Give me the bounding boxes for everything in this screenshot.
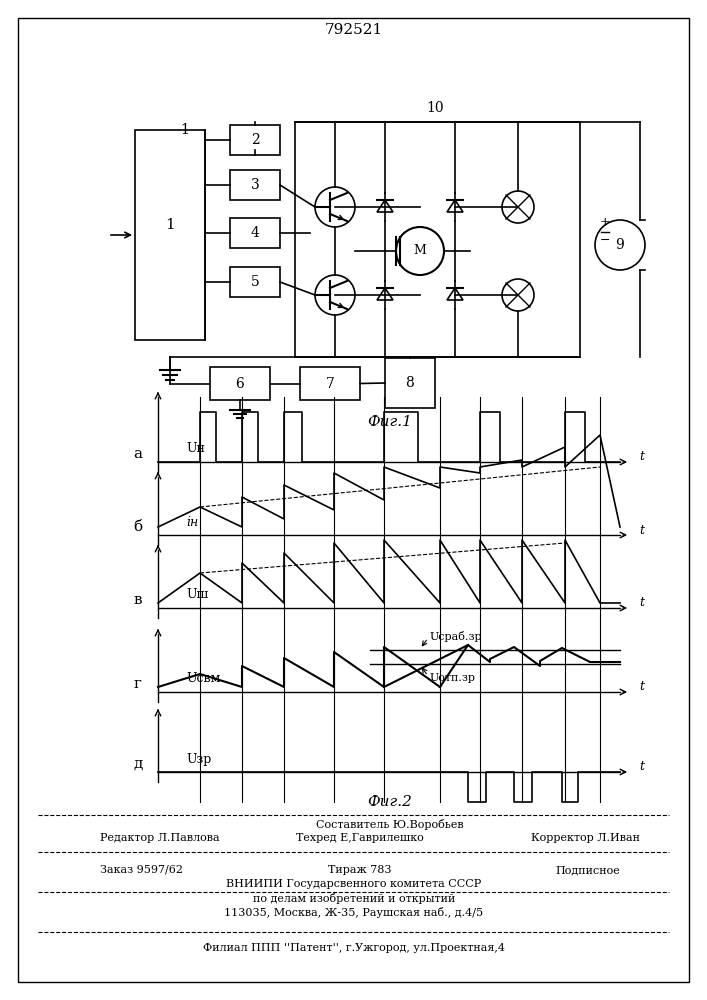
Text: Редактор Л.Павлова: Редактор Л.Павлова xyxy=(100,833,220,843)
Text: Uотп.зр: Uотп.зр xyxy=(430,673,476,683)
Text: 1: 1 xyxy=(180,123,189,137)
Text: Составитель Ю.Воробьев: Составитель Ю.Воробьев xyxy=(316,820,464,830)
Text: 1: 1 xyxy=(165,218,175,232)
Text: Uш: Uш xyxy=(186,588,209,601)
Text: г: г xyxy=(134,677,142,691)
Text: 8: 8 xyxy=(406,376,414,390)
Text: t: t xyxy=(640,680,645,694)
Text: M: M xyxy=(414,244,426,257)
Text: t: t xyxy=(640,760,645,774)
Text: t: t xyxy=(640,524,645,536)
Text: Uсраб.зр: Uсраб.зр xyxy=(430,631,483,642)
Text: t: t xyxy=(640,596,645,609)
Text: iн: iн xyxy=(186,516,198,528)
Text: t: t xyxy=(640,450,645,464)
Text: 10: 10 xyxy=(426,101,444,115)
Text: д: д xyxy=(134,757,143,771)
Text: Тираж 783: Тираж 783 xyxy=(328,865,392,875)
Text: Фиг.1: Фиг.1 xyxy=(368,415,412,429)
Text: Подписное: Подписное xyxy=(555,865,620,875)
Text: 3: 3 xyxy=(250,178,259,192)
Text: в: в xyxy=(134,593,142,607)
Text: 2: 2 xyxy=(250,133,259,147)
Text: 4: 4 xyxy=(250,226,259,240)
Text: Uзр: Uзр xyxy=(186,752,211,766)
Text: Uн: Uн xyxy=(186,442,205,456)
Text: Корректор Л.Иван: Корректор Л.Иван xyxy=(531,833,640,843)
Text: 113035, Москва, Ж-35, Раушская наб., д.4/5: 113035, Москва, Ж-35, Раушская наб., д.4… xyxy=(224,906,484,918)
Text: 6: 6 xyxy=(235,376,245,390)
Text: −: − xyxy=(600,233,610,246)
Text: Заказ 9597/62: Заказ 9597/62 xyxy=(100,865,183,875)
Text: Техред Е,Гаврилешко: Техред Е,Гаврилешко xyxy=(296,833,424,843)
Text: Фиг.2: Фиг.2 xyxy=(368,795,412,809)
Text: ВНИИПИ Государсвенного комитета СССР: ВНИИПИ Государсвенного комитета СССР xyxy=(226,879,481,889)
Text: 7: 7 xyxy=(325,376,334,390)
Text: по делам изобретений и открытий: по делам изобретений и открытий xyxy=(253,892,455,904)
Text: Uсвм: Uсвм xyxy=(186,672,221,686)
Text: 9: 9 xyxy=(616,238,624,252)
Text: 792521: 792521 xyxy=(325,23,383,37)
Text: +: + xyxy=(600,216,610,229)
Text: Филиал ППП ''Патент'', г.Ужгород, ул.Проектная,4: Филиал ППП ''Патент'', г.Ужгород, ул.Про… xyxy=(203,943,505,953)
Text: а: а xyxy=(134,447,143,461)
Text: 5: 5 xyxy=(250,275,259,289)
Text: б: б xyxy=(134,520,143,534)
